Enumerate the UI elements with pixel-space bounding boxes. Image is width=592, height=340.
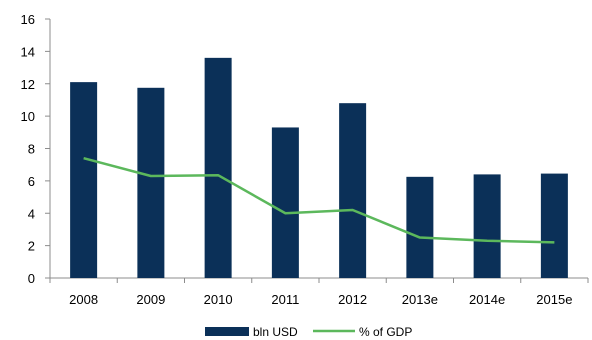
legend-label-line: % of GDP [359,325,412,339]
bar-series [70,57,568,278]
x-tick-label: 2012 [338,292,367,307]
x-tick-label: 2008 [69,292,98,307]
y-tick-label: 0 [28,271,35,286]
y-tick-label: 6 [28,174,35,189]
y-tick-label: 12 [21,77,35,92]
bar [473,174,501,278]
bar [540,173,568,278]
bar [339,103,367,278]
line-series [83,157,555,244]
y-axis: 0 2 4 6 8 10 12 14 16 [21,12,51,286]
bar [204,57,232,278]
bar [137,87,165,278]
y-tick-label: 2 [28,239,35,254]
x-tick-label: 2011 [271,292,299,307]
bar [406,176,434,278]
bar [271,127,299,278]
x-tick-label: 2010 [204,292,233,307]
x-axis: 2008 2009 2010 2011 2012 2013e 2014e 2015e [49,277,589,307]
y-tick-label: 4 [28,206,35,221]
y-tick-label: 10 [21,109,35,124]
x-tick-label: 2013e [402,292,438,307]
y-tick-label: 16 [21,12,35,27]
y-tick-label: 8 [28,142,35,157]
y-tick-label: 14 [21,44,35,59]
legend-label-bar: bln USD [253,325,298,339]
gdp-line [83,157,555,244]
x-tick-label: 2014e [469,292,505,307]
x-tick-label: 2009 [136,292,165,307]
x-tick-label: 2015e [536,292,572,307]
legend-swatch-bar [205,327,249,336]
bar [70,82,98,278]
legend: bln USD % of GDP [205,325,412,339]
